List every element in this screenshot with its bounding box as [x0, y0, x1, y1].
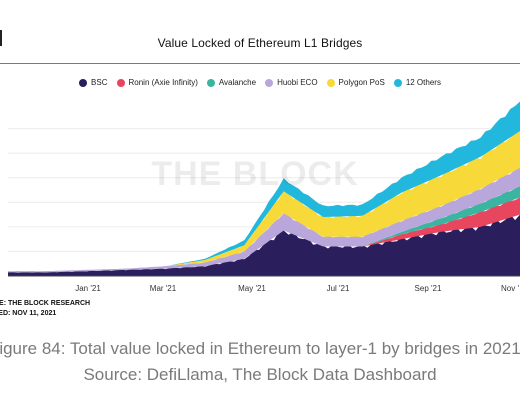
- legend-swatch: [206, 78, 215, 87]
- legend-item-5: 12 Others: [393, 78, 441, 87]
- legend-label: Huobi ECO: [277, 78, 318, 87]
- source-note: CE: THE BLOCK RESEARCH TED: NOV 11, 2021: [0, 299, 90, 319]
- x-tick-label: May '21: [238, 284, 266, 293]
- chart-title: Value Locked of Ethereum L1 Bridges: [157, 36, 363, 50]
- legend-item-0: BSC: [79, 78, 108, 87]
- legend-swatch: [326, 78, 335, 87]
- watermark: THE BLOCK: [151, 155, 359, 193]
- x-tick-label: Sep '21: [415, 284, 442, 293]
- chart-card: Value Locked of Ethereum L1 Bridges BSC R…: [0, 30, 520, 319]
- title-divider: [0, 63, 520, 64]
- legend-swatch: [265, 78, 274, 87]
- legend-item-2: Avalanche: [206, 78, 257, 87]
- legend-label: Ronin (Axie Infinity): [128, 78, 198, 87]
- legend-swatch: [116, 78, 125, 87]
- legend-label: BSC: [91, 78, 108, 87]
- legend-label: Avalanche: [218, 78, 257, 87]
- updated-line: TED: NOV 11, 2021: [0, 310, 57, 317]
- chart-plot: Jan '21 Mar '21 May '21 Jul '21 Sep '21 Nov ': [8, 101, 520, 293]
- legend-item-3: Huobi ECO: [265, 78, 318, 87]
- area-series-2: [8, 186, 520, 273]
- source-line: CE: THE BLOCK RESEARCH: [0, 300, 91, 307]
- legend-item-4: Polygon PoS: [326, 78, 385, 87]
- x-tick-label: Mar '21: [150, 284, 177, 293]
- chart-legend: BSC Ronin (Axie Infinity) Avalanche Huobi E…: [0, 78, 520, 87]
- legend-item-1: Ronin (Axie Infinity): [116, 78, 198, 87]
- legend-swatch: [393, 78, 402, 87]
- area-series-3: [8, 167, 520, 273]
- caption-title: igure 84: Total value locked in Ethereum…: [0, 339, 520, 358]
- caption-source: Source: DefiLlama, The Block Data Dashbo…: [83, 365, 437, 384]
- x-tick-label: Jul '21: [327, 284, 350, 293]
- figure-caption: igure 84: Total value locked in Ethereum…: [0, 336, 520, 388]
- area-series-1: [8, 197, 520, 273]
- x-tick-label: Nov ': [501, 284, 519, 293]
- legend-label: Polygon PoS: [338, 78, 385, 87]
- x-tick-label: Jan '21: [75, 284, 101, 293]
- legend-swatch: [79, 78, 88, 87]
- card-border: [0, 30, 2, 46]
- area-series-0: [8, 214, 520, 276]
- area-series-4: [8, 131, 520, 272]
- legend-label: 12 Others: [405, 78, 441, 87]
